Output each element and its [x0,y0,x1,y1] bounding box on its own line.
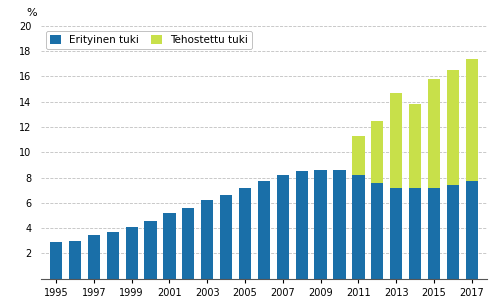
Bar [182,208,194,279]
Bar [333,170,346,279]
Bar [239,188,251,279]
Bar [69,241,81,279]
Bar [428,79,440,188]
Bar [164,213,176,279]
Bar [352,175,364,279]
Bar [314,170,327,279]
Bar [371,183,383,279]
Bar [465,59,478,182]
Bar [258,182,270,279]
Bar [409,188,421,279]
Bar [447,70,459,185]
Bar [352,136,364,175]
Bar [371,120,383,183]
Bar [390,93,402,188]
Bar [296,171,308,279]
Bar [50,242,62,279]
Y-axis label: %: % [27,8,37,18]
Bar [220,195,232,279]
Bar [88,235,100,279]
Bar [428,188,440,279]
Bar [465,182,478,279]
Bar [144,220,157,279]
Bar [447,185,459,279]
Bar [276,175,289,279]
Legend: Erityinen tuki, Tehostettu tuki: Erityinen tuki, Tehostettu tuki [46,31,252,49]
Bar [409,104,421,188]
Bar [107,232,119,279]
Bar [390,188,402,279]
Bar [201,200,214,279]
Bar [126,227,138,279]
